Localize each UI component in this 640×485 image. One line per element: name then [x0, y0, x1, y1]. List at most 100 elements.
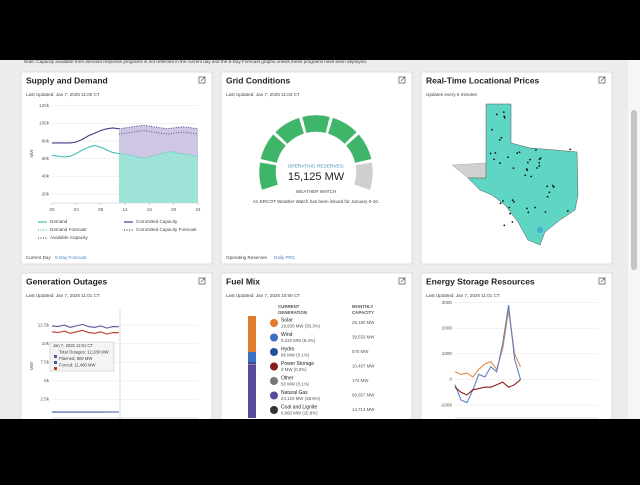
y-tick-label: 120k: [39, 103, 50, 108]
map-node: [538, 165, 540, 167]
y-tick-label: 5k: [44, 378, 50, 383]
y-tick-label: 12.5k: [38, 322, 50, 327]
fuel-name: Wind: [281, 332, 293, 338]
map-node: [536, 167, 538, 169]
y-axis-label: MW: [29, 361, 34, 370]
fuel-name: Power Storage: [281, 361, 314, 367]
fuel-capacity: 14,713 MW: [352, 407, 375, 412]
tooltip-text: Total Outages: 12,288 MW: [59, 350, 109, 355]
y-tick-label: 100k: [39, 121, 50, 126]
map-node: [512, 221, 514, 223]
tooltip-swatch: [54, 361, 57, 364]
card-title: Real-Time Locational Prices: [426, 75, 539, 85]
map-node: [493, 159, 495, 161]
card-updated: Updates every 5 minutes: [426, 92, 478, 97]
fuel-name: Coal and Lignite: [281, 404, 317, 410]
fuel-current: 24,120 MW (38.6%): [281, 396, 321, 401]
card-updated: Last Updated: Jan 7, 2025 11:00 CT: [26, 92, 100, 97]
y-tick-label: 10k: [42, 341, 50, 346]
card-title: Energy Storage Resources: [426, 276, 535, 286]
map-node: [508, 207, 510, 209]
map-node: [535, 149, 537, 151]
y-tick-label: 40k: [42, 174, 50, 179]
gauge-label: OPERATING RESERVES:: [288, 163, 345, 169]
scroll-thumb[interactable]: [631, 110, 637, 270]
mix-bar: [248, 365, 256, 418]
note: Note: Capacity available from demand res…: [24, 59, 367, 64]
mix-bar: [248, 316, 256, 352]
fuel-capacity: 39,533 MW: [352, 335, 375, 340]
y-tick-label: 3000: [442, 300, 453, 305]
legend-label: Available Capacity: [50, 235, 88, 240]
x-tick-label: 04: [74, 207, 80, 212]
tab-link[interactable]: 6-Day Forecast: [55, 255, 87, 260]
map-node: [501, 137, 503, 139]
y-tick-label: 2.5k: [40, 397, 49, 402]
y-axis-label: MW: [29, 149, 34, 158]
map-node: [519, 151, 521, 153]
fuel-capacity: 174 MW: [352, 378, 369, 383]
map-node: [567, 210, 569, 212]
fuel-capacity: 10,497 MW: [352, 364, 375, 369]
map-node: [545, 211, 547, 213]
map-node: [513, 167, 515, 169]
y-tick-label: -1000: [440, 402, 452, 407]
map-node: [499, 139, 501, 141]
tab-link[interactable]: Daily PRC: [274, 255, 296, 260]
column-header: GENERATION: [278, 310, 307, 315]
map-node: [513, 201, 515, 203]
letterbox-bottom: [0, 419, 640, 480]
card-updated: Last Updated: Jan 7, 2025 10:59 CT: [226, 293, 300, 298]
map-node: [503, 224, 505, 226]
fuel-icon: [270, 319, 278, 327]
x-tick-label: 16: [147, 207, 153, 212]
gauge-segment: [259, 162, 278, 190]
map-node: [538, 162, 540, 164]
status: WEATHER WATCH: [296, 189, 336, 194]
card-title: Supply and Demand: [26, 75, 108, 85]
fuel-icon: [270, 406, 278, 414]
fuel-current: 18,930 MW (30.3%): [281, 324, 321, 329]
mix-bar: [248, 363, 256, 364]
column-header: CAPACITY: [352, 310, 374, 315]
card-title: Grid Conditions: [226, 75, 290, 85]
legend-label: Demand: [50, 219, 68, 224]
y-tick-label: 80k: [42, 138, 50, 143]
map-node: [516, 152, 518, 154]
gauge-segment: [302, 115, 330, 133]
map-node: [526, 208, 528, 210]
fuel-current: 5,222 MW (8.4%): [281, 338, 316, 343]
fuel-capacity: 68,657 MW: [352, 393, 375, 398]
x-tick-label: 00: [49, 207, 55, 212]
mix-bar: [248, 364, 256, 365]
legend-label: Demand Forecast: [50, 227, 87, 232]
message: An ERCOT Weather Watch has been issued f…: [253, 199, 379, 204]
map-node: [530, 176, 532, 178]
fuel-icon: [270, 363, 278, 371]
y-tick-label: 1000: [442, 351, 453, 356]
map-node: [569, 148, 571, 150]
card-updated: Last Updated: Jan 7, 2025 11:01 CT: [26, 293, 100, 298]
card-updated: Last Updated: Jan 7, 2025 11:01 CT: [426, 293, 500, 298]
map-node: [502, 200, 504, 202]
fuel-icon: [270, 348, 278, 356]
tooltip-swatch: [54, 355, 57, 358]
x-tick-label: 20: [171, 207, 177, 212]
y-tick-label: 0: [449, 377, 452, 382]
y-tick-label: 20k: [42, 191, 50, 196]
tab-link[interactable]: Current Day: [26, 255, 51, 260]
legend-label: Committed Capacity Forecast: [136, 227, 197, 232]
x-tick-label: 24: [195, 207, 201, 212]
tooltip-swatch: [54, 367, 57, 370]
gauge-segment: [354, 162, 373, 190]
tab-link[interactable]: Operating Reserves: [226, 255, 268, 260]
tooltip-text: Forced: 11,480 MW: [59, 363, 96, 368]
map-node: [496, 114, 498, 116]
series-area: [119, 152, 198, 203]
map-node: [491, 129, 493, 131]
fuel-current: 0 MW (0.0%): [281, 367, 307, 372]
x-tick-label: 08: [98, 207, 104, 212]
fuel-icon: [270, 377, 278, 385]
map-node: [547, 196, 549, 198]
